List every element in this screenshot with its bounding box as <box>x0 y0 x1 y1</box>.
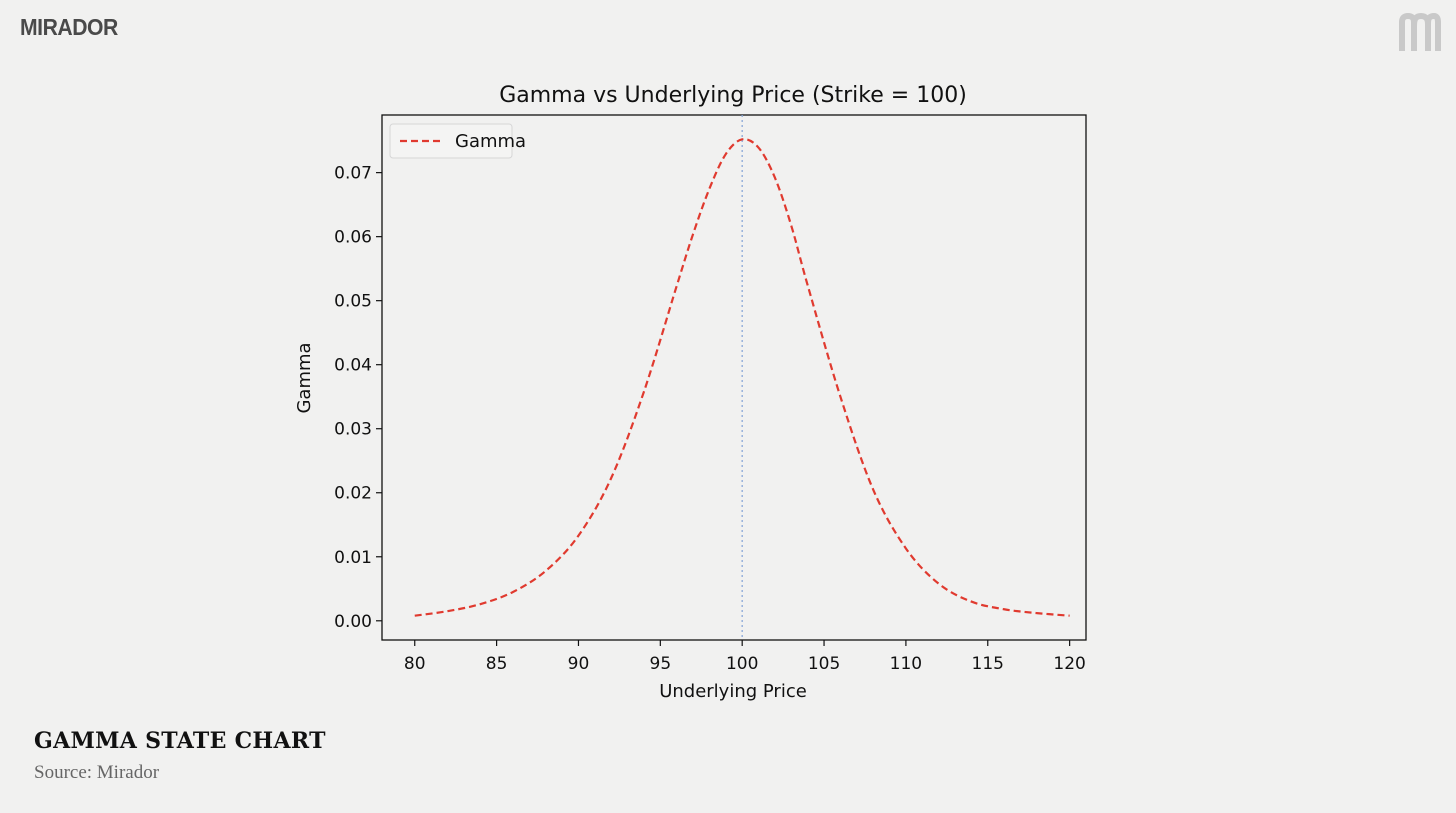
y-tick-label: 0.06 <box>334 228 372 248</box>
x-tick-label: 115 <box>972 654 1004 674</box>
y-tick-label: 0.07 <box>334 164 372 184</box>
y-tick-label: 0.00 <box>334 612 372 632</box>
chart-title: Gamma vs Underlying Price (Strike = 100) <box>499 83 967 108</box>
brand-logo-text: MIRADOR <box>20 14 118 40</box>
y-tick-label: 0.01 <box>334 548 372 568</box>
x-tick-label: 105 <box>808 654 840 674</box>
legend-gamma-label: Gamma <box>455 131 526 152</box>
legend-box <box>389 123 513 159</box>
x-tick-label: 85 <box>486 654 508 674</box>
caption-source: Source: Mirador <box>34 762 160 783</box>
y-tick-label: 0.03 <box>334 420 372 440</box>
x-tick-label: 90 <box>568 654 590 674</box>
x-axis-label: Underlying Price <box>659 681 807 702</box>
x-tick-label: 100 <box>726 654 758 674</box>
m-monogram-icon <box>1399 12 1441 51</box>
y-tick-label: 0.02 <box>334 484 372 504</box>
y-tick-label: 0.05 <box>334 292 372 312</box>
legend: Gamma <box>389 123 526 159</box>
x-ticks: 80 85 90 95 100 105 110 115 120 <box>404 640 1086 674</box>
x-tick-label: 120 <box>1053 654 1085 674</box>
y-axis-label: Gamma <box>294 342 315 413</box>
x-tick-label: 80 <box>404 654 426 674</box>
x-tick-label: 110 <box>890 654 922 674</box>
gamma-series-line <box>414 138 1070 617</box>
caption-title: GAMMA STATE CHART <box>34 728 326 754</box>
y-ticks: 0.00 0.01 0.02 0.03 0.04 0.05 0.06 0.07 <box>334 164 382 632</box>
x-tick-label: 95 <box>650 654 672 674</box>
plot-area <box>381 114 1087 641</box>
y-tick-label: 0.04 <box>334 356 372 376</box>
